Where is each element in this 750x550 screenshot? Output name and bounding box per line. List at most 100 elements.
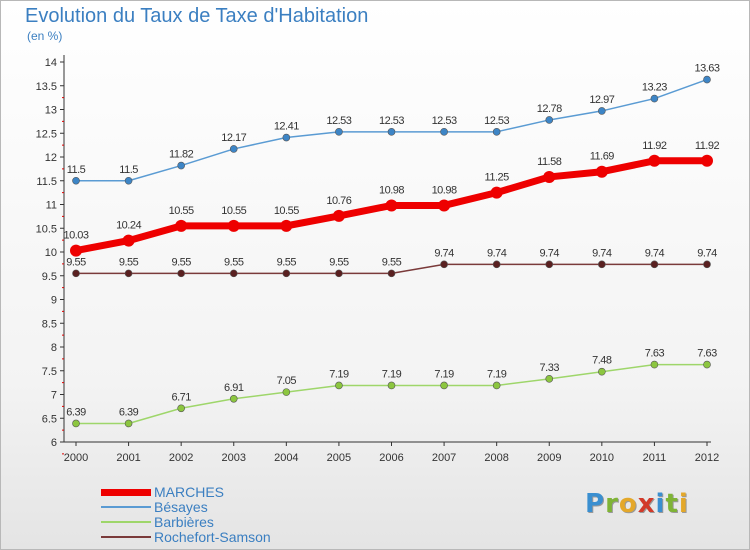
- data-label-marches: 10.55: [274, 205, 299, 217]
- legend-label-marches: MARCHES: [154, 484, 225, 500]
- data-label-marches: 10.24: [116, 220, 141, 232]
- x-tick-label: 2008: [484, 452, 508, 464]
- data-point-marches: [70, 244, 82, 257]
- data-label-besayes: 12.97: [589, 94, 614, 106]
- data-label-marches: 10.98: [432, 184, 457, 196]
- data-point-besayes: [440, 128, 448, 136]
- data-label-barbieres: 6.71: [171, 391, 191, 403]
- x-tick-label: 2003: [222, 452, 246, 464]
- data-point-rochefort-samson: [545, 260, 554, 269]
- data-point-besayes: [703, 75, 711, 84]
- data-label-rochefort-samson: 9.74: [540, 247, 560, 259]
- legend-label-barbieres: Barbières: [154, 514, 214, 530]
- data-point-rochefort-samson: [650, 260, 659, 269]
- data-point-rochefort-samson: [72, 269, 80, 278]
- data-label-marches: 11.69: [590, 151, 615, 163]
- data-label-barbieres: 7.33: [540, 362, 560, 374]
- data-label-rochefort-samson: 9.74: [434, 247, 454, 259]
- legend-swatch-rochefort-samson: [101, 536, 151, 538]
- y-tick-label: 13.5: [36, 81, 57, 93]
- y-tick-label: 11: [46, 200, 57, 212]
- data-point-marches: [227, 219, 240, 232]
- data-point-barbieres: [335, 381, 343, 390]
- data-label-rochefort-samson: 9.55: [119, 256, 139, 268]
- data-point-rochefort-samson: [229, 269, 238, 278]
- data-point-marches: [701, 154, 713, 167]
- data-point-besayes: [387, 128, 396, 136]
- x-tick-label: 2000: [64, 452, 88, 464]
- data-point-rochefort-samson: [492, 260, 501, 269]
- data-point-besayes: [598, 107, 606, 115]
- y-tick-label: 9: [51, 295, 57, 307]
- data-label-marches: 10.98: [379, 184, 404, 196]
- logo-letter: o: [618, 489, 638, 519]
- data-label-besayes: 11.5: [119, 164, 138, 176]
- data-label-besayes: 11.82: [169, 149, 194, 161]
- y-tick-label: 13: [45, 105, 57, 117]
- data-label-barbieres: 7.63: [697, 348, 717, 360]
- data-point-barbieres: [440, 381, 448, 390]
- data-point-rochefort-samson: [703, 260, 711, 269]
- y-tick-label: 12.5: [36, 128, 57, 140]
- x-tick-label: 2002: [169, 452, 193, 464]
- data-point-marches: [543, 170, 556, 183]
- data-point-rochefort-samson: [387, 269, 396, 278]
- x-tick-label: 2010: [590, 452, 614, 464]
- data-label-barbieres: 6.39: [66, 406, 86, 418]
- data-label-rochefort-samson: 9.55: [171, 256, 191, 268]
- x-tick-label: 2009: [537, 452, 561, 464]
- logo-letter: i: [678, 489, 689, 519]
- data-label-marches: 10.55: [169, 205, 194, 217]
- y-tick-label: 10: [45, 247, 57, 259]
- proxiti-logo: Proxiti: [585, 489, 689, 519]
- legend-swatch-besayes: [101, 506, 151, 508]
- data-point-besayes: [124, 176, 133, 185]
- data-point-besayes: [229, 145, 238, 153]
- y-tick-label: 10.5: [36, 223, 57, 235]
- data-point-rochefort-samson: [177, 269, 185, 278]
- data-point-marches: [175, 219, 188, 232]
- data-label-besayes: 12.53: [326, 115, 351, 127]
- legend-label-besayes: Bésayes: [154, 499, 208, 515]
- data-point-besayes: [335, 128, 343, 136]
- y-tick-label: 14: [45, 57, 57, 69]
- data-point-marches: [280, 219, 293, 232]
- data-label-rochefort-samson: 9.74: [487, 247, 507, 259]
- data-label-marches: 10.55: [221, 205, 246, 217]
- data-point-barbieres: [229, 394, 238, 403]
- data-label-rochefort-samson: 9.55: [277, 256, 297, 268]
- data-point-barbieres: [650, 360, 659, 369]
- data-point-marches: [648, 154, 661, 167]
- x-tick-label: 2005: [327, 452, 351, 464]
- data-label-rochefort-samson: 9.55: [329, 256, 349, 268]
- y-tick-label: 7: [51, 390, 57, 402]
- x-tick-label: 2006: [379, 452, 403, 464]
- logo-letter: P: [585, 489, 606, 519]
- data-point-rochefort-samson: [598, 260, 606, 269]
- data-label-marches: 11.58: [537, 156, 562, 168]
- data-point-barbieres: [545, 375, 554, 383]
- y-tick-label: 6: [51, 437, 57, 449]
- data-label-besayes: 12.78: [537, 103, 562, 115]
- data-point-marches: [122, 234, 135, 247]
- data-point-barbieres: [177, 404, 185, 413]
- data-point-rochefort-samson: [335, 269, 343, 278]
- x-tick-label: 2001: [116, 452, 140, 464]
- data-point-barbieres: [703, 360, 711, 369]
- data-label-barbieres: 7.19: [329, 368, 349, 380]
- data-point-marches: [385, 199, 398, 212]
- logo-letter: r: [605, 489, 619, 519]
- data-label-rochefort-samson: 9.74: [697, 247, 717, 259]
- data-label-barbieres: 6.39: [119, 406, 139, 418]
- legend-label-rochefort-samson: Rochefort-Samson: [154, 529, 271, 545]
- data-label-besayes: 12.53: [484, 115, 509, 127]
- data-label-marches: 11.92: [695, 140, 720, 152]
- data-point-barbieres: [598, 367, 606, 376]
- legend-swatch-barbieres: [101, 521, 151, 523]
- data-label-besayes: 12.17: [221, 132, 246, 144]
- x-tick-label: 2011: [643, 452, 667, 464]
- data-point-barbieres: [124, 419, 133, 428]
- data-point-besayes: [177, 161, 185, 170]
- data-point-marches: [332, 209, 345, 222]
